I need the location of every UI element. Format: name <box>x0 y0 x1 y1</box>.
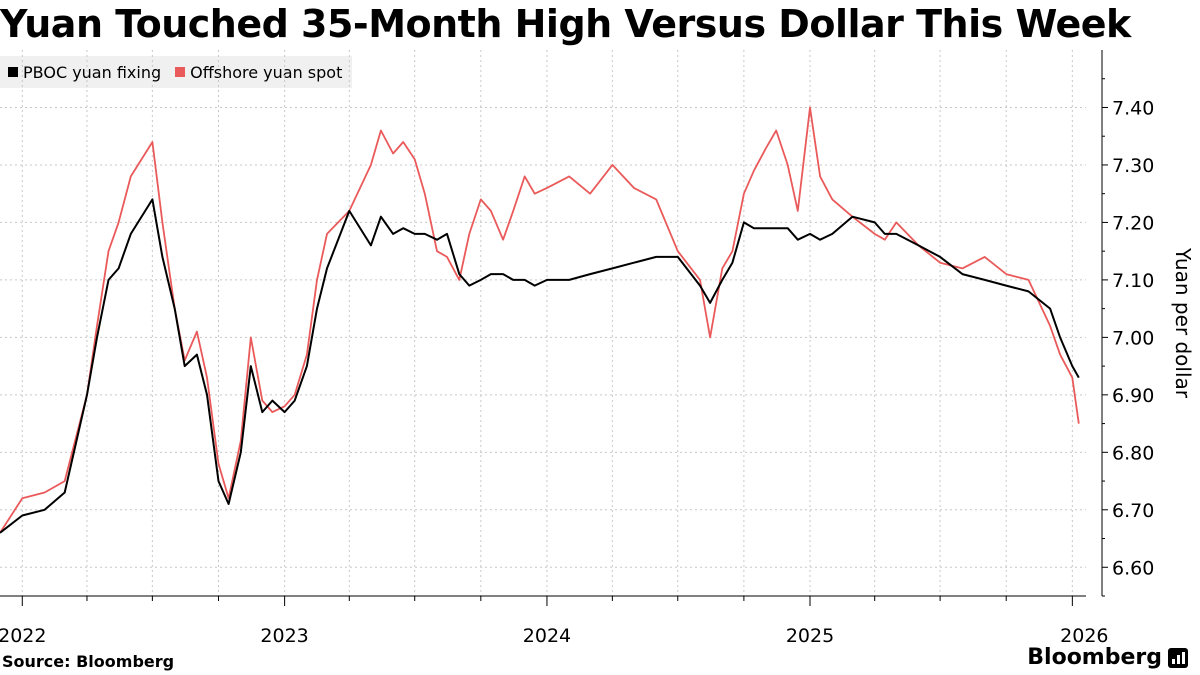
legend-label-offshore-spot: Offshore yuan spot <box>190 62 343 82</box>
y-tick-label: 6.70 <box>1112 500 1154 522</box>
y-tick-label: 6.60 <box>1112 557 1154 579</box>
brand-logo: Bloomberg <box>1027 645 1188 670</box>
legend-swatch-offshore-spot <box>175 67 186 77</box>
legend-swatch-pboc-fixing <box>8 67 18 77</box>
y-tick-label: 7.00 <box>1112 327 1154 349</box>
x-tick-label: 2026 <box>1060 625 1108 647</box>
grid <box>0 50 1086 596</box>
legend-item-pboc-fixing: PBOC yuan fixing <box>8 63 161 82</box>
legend-label-pboc-fixing: PBOC yuan fixing <box>23 62 162 82</box>
x-axis: 2022 2023 2024 2025 2026 <box>0 595 1109 647</box>
legend: PBOC yuan fixing Offshore yuan spot <box>0 56 353 88</box>
series-line-pboc-yuan-fixing <box>0 198 1080 534</box>
legend-item-offshore-spot: Offshore yuan spot <box>175 63 342 82</box>
y-tick-label: 7.40 <box>1112 97 1154 119</box>
x-tick-label: 2024 <box>523 625 571 647</box>
y-tick-label: 6.90 <box>1112 385 1154 407</box>
y-axis-label: Yuan per dollar <box>1171 247 1195 399</box>
source-note: Source: Bloomberg <box>2 652 175 671</box>
y-tick-label: 6.80 <box>1112 442 1154 464</box>
x-tick-label: 2023 <box>260 625 308 647</box>
y-tick-label: 7.30 <box>1112 155 1154 177</box>
x-tick-label: 2022 <box>0 625 46 647</box>
bloomberg-terminal-icon <box>1168 647 1188 668</box>
y-tick-label: 7.20 <box>1112 212 1154 234</box>
x-tick-label: 2025 <box>786 625 834 647</box>
chart-title: Yuan Touched 35-Month High Versus Dollar… <box>0 2 1131 46</box>
y-tick-label: 7.10 <box>1112 270 1154 292</box>
brand-wordmark: Bloomberg <box>1027 645 1162 670</box>
y-axis: 6.60 6.70 6.80 6.90 7.00 7.10 7.20 7.30 7.40 <box>1101 50 1154 597</box>
series-line-offshore-yuan-spot <box>0 106 1080 534</box>
series-layer <box>0 106 1080 534</box>
